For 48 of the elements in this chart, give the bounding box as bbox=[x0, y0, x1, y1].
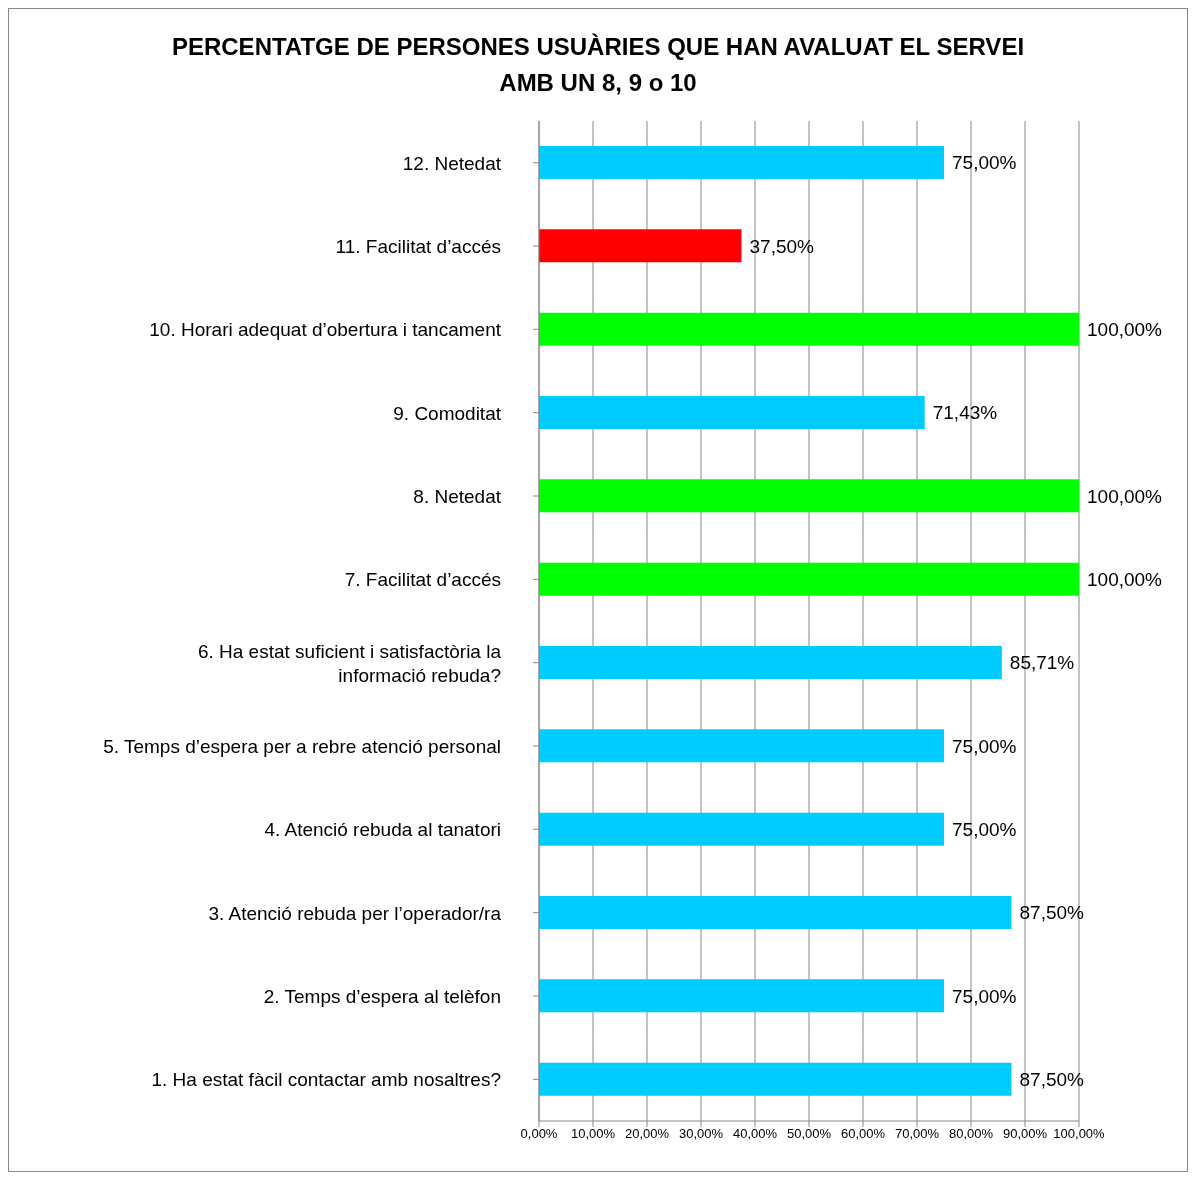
bar bbox=[539, 979, 944, 1013]
bar bbox=[539, 396, 925, 429]
data-label: 100,00% bbox=[1087, 485, 1163, 507]
y-tick-label: 4. Atenció rebuda al tanatori bbox=[264, 818, 501, 840]
bar bbox=[539, 729, 944, 763]
y-tick-label: 3. Atenció rebuda per l’operador/ra bbox=[208, 902, 502, 924]
data-label: 85,71% bbox=[1009, 652, 1075, 674]
bar bbox=[539, 896, 1012, 929]
y-tick-label: 1. Ha estat fàcil contactar amb nosaltres? bbox=[151, 1068, 501, 1090]
data-label: 71,43% bbox=[932, 402, 998, 424]
y-tick-label: 12. Netedat bbox=[402, 152, 502, 174]
data-label: 75,00% bbox=[952, 152, 1017, 174]
data-label: 87,50% bbox=[1019, 1068, 1085, 1090]
y-tick-label: 11. Facilitat d’accés bbox=[335, 235, 501, 257]
x-tick-label: 100,00% bbox=[1053, 1126, 1106, 1142]
bar bbox=[539, 646, 1002, 679]
y-tick-label: 6. Ha estat suficient i satisfactòria la informació rebuda? bbox=[197, 640, 502, 686]
x-tick-label: 70,00% bbox=[894, 1126, 940, 1142]
x-tick-label: 40,00% bbox=[732, 1126, 778, 1142]
y-tick-label: 2. Temps d’espera al telèfon bbox=[263, 985, 501, 1007]
data-label: 75,00% bbox=[952, 818, 1017, 840]
data-label: 75,00% bbox=[952, 735, 1017, 757]
bar bbox=[539, 312, 1079, 346]
data-label: 37,50% bbox=[749, 235, 815, 257]
x-tick-label: 30,00% bbox=[678, 1126, 724, 1142]
data-label: 75,00% bbox=[952, 985, 1017, 1007]
bar bbox=[539, 1062, 1012, 1096]
x-tick-label: 90,00% bbox=[1002, 1126, 1048, 1142]
bar bbox=[539, 562, 1079, 596]
y-tick-label: 9. Comoditat bbox=[393, 402, 502, 424]
x-tick-label: 0,00% bbox=[520, 1126, 558, 1142]
x-tick-label: 50,00% bbox=[786, 1126, 832, 1142]
x-tick-label: 80,00% bbox=[948, 1126, 994, 1142]
bar bbox=[539, 812, 944, 846]
y-tick-label: 8. Netedat bbox=[413, 485, 502, 507]
y-tick-label: 7. Facilitat d’accés bbox=[344, 568, 501, 590]
x-tick-label: 10,00% bbox=[570, 1126, 616, 1142]
chart-title: PERCENTATGE DE PERSONES USUÀRIES QUE HAN AVALUAT EL SERVEI AMB UN 8, 9 o 10 bbox=[170, 32, 1026, 98]
y-tick-label: 10. Horari adequat d’obertura i tancament bbox=[149, 318, 502, 340]
data-label: 87,50% bbox=[1019, 902, 1085, 924]
x-tick-label: 20,00% bbox=[624, 1126, 670, 1142]
bar bbox=[539, 146, 944, 179]
data-label: 100,00% bbox=[1087, 568, 1163, 590]
y-tick-label: 5. Temps d’espera per a rebre atenció personal bbox=[103, 735, 501, 757]
bar bbox=[539, 479, 1079, 513]
data-label: 100,00% bbox=[1087, 318, 1163, 340]
x-tick-label: 60,00% bbox=[840, 1126, 886, 1142]
bar bbox=[539, 229, 742, 263]
